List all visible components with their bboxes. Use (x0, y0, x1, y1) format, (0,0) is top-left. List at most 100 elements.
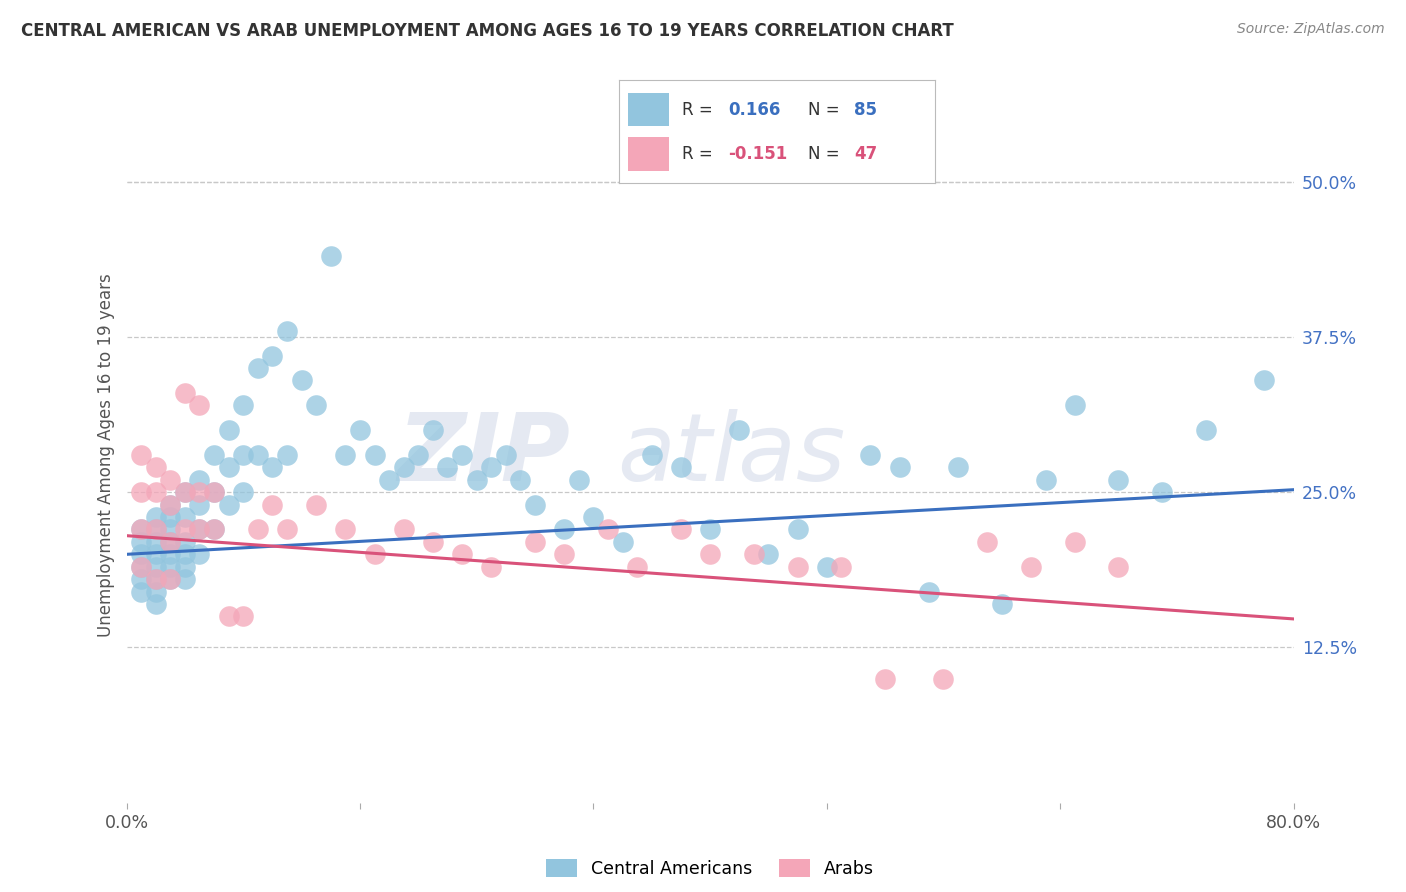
Point (145, 584, 167, 599)
Point (159, 498, 181, 512)
Point (145, 597, 167, 611)
Text: Source: ZipAtlas.com: Source: ZipAtlas.com (1237, 22, 1385, 37)
Point (174, 385, 197, 400)
Point (524, 535, 547, 549)
Point (596, 523, 619, 537)
Point (159, 572, 181, 586)
Text: R =: R = (682, 145, 718, 163)
Point (1063, 535, 1085, 549)
Bar (628, 136, 669, 170)
Point (582, 510, 605, 524)
Point (145, 485, 167, 500)
Point (246, 361, 269, 376)
Point (145, 535, 167, 549)
Point (188, 523, 211, 537)
Point (232, 398, 254, 412)
Point (159, 473, 181, 487)
Point (422, 535, 444, 549)
Point (918, 584, 941, 599)
Text: N =: N = (808, 145, 845, 163)
Point (129, 559, 152, 574)
Point (1152, 485, 1174, 500)
Point (699, 547, 721, 561)
Point (1063, 398, 1085, 412)
Point (202, 523, 225, 537)
Point (756, 547, 779, 561)
Text: 0.166: 0.166 (728, 101, 780, 119)
Point (786, 559, 808, 574)
Point (335, 523, 357, 537)
Text: -0.151: -0.151 (728, 145, 787, 163)
Point (742, 547, 765, 561)
Point (188, 398, 211, 412)
Point (202, 523, 225, 537)
Point (246, 448, 269, 462)
Point (1035, 473, 1057, 487)
Point (159, 535, 181, 549)
Point (875, 672, 897, 686)
Point (976, 535, 998, 549)
Bar (628, 93, 669, 127)
Point (1253, 373, 1275, 387)
Point (392, 460, 415, 475)
Point (129, 535, 152, 549)
Point (188, 523, 211, 537)
Point (451, 448, 474, 462)
Point (159, 547, 181, 561)
Point (174, 535, 197, 549)
Point (174, 559, 197, 574)
Point (129, 523, 152, 537)
Point (159, 510, 181, 524)
Point (568, 473, 591, 487)
Point (786, 523, 808, 537)
Point (422, 423, 444, 437)
Point (378, 473, 401, 487)
Point (129, 584, 152, 599)
Point (990, 597, 1012, 611)
Point (495, 448, 517, 462)
Point (363, 547, 385, 561)
Point (232, 609, 254, 624)
Point (159, 572, 181, 586)
Text: 47: 47 (855, 145, 877, 163)
Point (363, 448, 385, 462)
Point (129, 572, 152, 586)
Point (699, 523, 721, 537)
Point (145, 572, 167, 586)
Point (524, 498, 547, 512)
Point (1108, 559, 1130, 574)
Point (145, 523, 167, 537)
Point (305, 398, 328, 412)
Point (932, 672, 955, 686)
Point (232, 485, 254, 500)
Point (1195, 423, 1218, 437)
Point (129, 448, 152, 462)
Point (129, 485, 152, 500)
Point (174, 485, 197, 500)
Point (276, 324, 298, 338)
Point (202, 485, 225, 500)
Point (669, 523, 692, 537)
Point (246, 523, 269, 537)
Text: N =: N = (808, 101, 845, 119)
Point (188, 485, 211, 500)
Point (145, 460, 167, 475)
Point (145, 559, 167, 574)
Point (129, 559, 152, 574)
Point (218, 423, 240, 437)
Text: atlas: atlas (617, 409, 845, 500)
Point (159, 498, 181, 512)
Point (276, 448, 298, 462)
Point (626, 559, 648, 574)
Point (392, 523, 415, 537)
Point (859, 448, 882, 462)
Point (509, 473, 531, 487)
Point (174, 547, 197, 561)
Point (159, 535, 181, 549)
Text: CENTRAL AMERICAN VS ARAB UNEMPLOYMENT AMONG AGES 16 TO 19 YEARS CORRELATION CHAR: CENTRAL AMERICAN VS ARAB UNEMPLOYMENT AM… (21, 22, 953, 40)
Point (262, 460, 284, 475)
Point (669, 460, 692, 475)
Point (830, 559, 852, 574)
Point (262, 498, 284, 512)
Point (174, 510, 197, 524)
